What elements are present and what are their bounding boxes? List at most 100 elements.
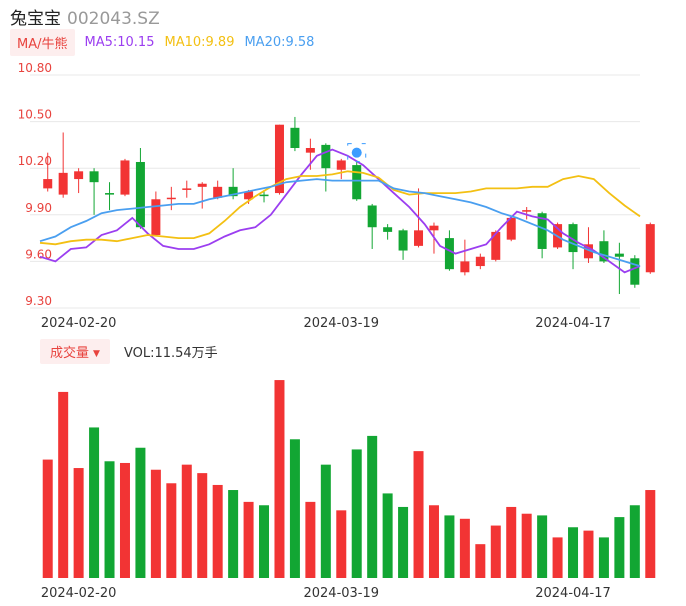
volume-date-label: 2024-04-17 xyxy=(535,586,611,601)
volume-bar xyxy=(305,501,316,578)
candle-body xyxy=(290,127,300,149)
volume-bar xyxy=(243,501,254,578)
price-tick-label: 9.90 xyxy=(25,201,52,215)
volume-bar xyxy=(398,506,409,578)
candle-body xyxy=(429,225,439,231)
volume-bar xyxy=(259,505,270,578)
candle-body xyxy=(321,144,331,169)
volume-bar xyxy=(181,464,192,578)
crosshair-marker[interactable] xyxy=(347,143,367,163)
volume-bar xyxy=(58,391,69,578)
volume-date-axis: 2024-02-20 2024-03-19 2024-04-17 xyxy=(41,586,611,601)
volume-bars xyxy=(42,380,656,578)
candle-body xyxy=(274,124,284,194)
candle-body xyxy=(228,186,238,197)
volume-bar xyxy=(521,513,532,578)
candle-body xyxy=(367,205,377,228)
volume-bar xyxy=(428,505,439,578)
candle-body xyxy=(197,183,207,187)
volume-bar xyxy=(598,537,609,578)
volume-bar xyxy=(552,537,563,578)
volume-bar xyxy=(73,468,84,578)
ma10-line xyxy=(39,170,641,246)
crosshair-dot xyxy=(351,147,362,158)
candle-body xyxy=(537,213,547,249)
volume-bar xyxy=(367,435,378,578)
price-tick-label: 9.30 xyxy=(25,294,52,308)
price-date-label: 2024-03-19 xyxy=(303,316,379,331)
volume-bar xyxy=(336,510,347,578)
volume-bar xyxy=(212,484,223,578)
volume-bar xyxy=(459,518,470,578)
candle-body xyxy=(460,261,470,273)
ma5-legend-label: MA5:10.15 xyxy=(84,34,155,50)
candle-body xyxy=(599,241,609,262)
price-grid xyxy=(30,74,640,309)
ma-legend: MA/牛熊 MA5:10.15 MA10:9.89 MA20:9.58 xyxy=(10,28,315,56)
volume-bar xyxy=(166,483,177,578)
candle-body xyxy=(336,160,346,170)
volume-bar xyxy=(614,517,625,578)
volume-bar xyxy=(537,515,548,578)
volume-bar xyxy=(197,473,208,578)
price-date-label: 2024-02-20 xyxy=(41,316,117,331)
candle-body xyxy=(305,148,315,153)
stock-name: 兔宝宝 xyxy=(10,9,61,29)
volume-date-label: 2024-03-19 xyxy=(303,586,379,601)
volume-indicator-dropdown[interactable]: 成交量 ▼ xyxy=(40,338,110,364)
candle-body xyxy=(105,193,115,195)
volume-indicator-label: 成交量 xyxy=(50,345,90,361)
candle-body xyxy=(506,217,516,240)
volume-bar xyxy=(89,427,100,578)
volume-bar xyxy=(382,493,393,578)
volume-bar xyxy=(568,527,579,578)
ma20-line xyxy=(39,178,641,267)
volume-bar xyxy=(629,505,640,578)
caret-down-icon: ▼ xyxy=(93,348,100,359)
candle-body xyxy=(444,238,454,270)
candle-body xyxy=(213,186,223,198)
moving-average-lines xyxy=(39,148,641,274)
candle-body xyxy=(398,230,408,251)
ma20-legend-label: MA20:9.58 xyxy=(244,34,315,50)
candle-body xyxy=(74,171,84,180)
candle-body xyxy=(352,165,362,200)
candle-body xyxy=(135,161,145,228)
volume-bar xyxy=(228,490,239,578)
volume-bar xyxy=(119,462,130,578)
ma-indicator-toggle[interactable]: MA/牛熊 xyxy=(10,28,75,56)
candle-body xyxy=(414,230,424,246)
volume-bar xyxy=(490,525,501,578)
volume-bar xyxy=(150,469,161,578)
candle-body xyxy=(43,179,53,189)
candle-body xyxy=(614,253,624,257)
candle-body xyxy=(522,210,532,212)
volume-date-label: 2024-02-20 xyxy=(41,586,117,601)
volume-bar xyxy=(583,530,594,578)
volume-bar xyxy=(413,451,424,578)
candle-body xyxy=(491,231,501,260)
volume-bar xyxy=(135,447,146,578)
candle-body xyxy=(383,227,393,232)
title-row: 兔宝宝 002043.SZ xyxy=(10,4,160,29)
volume-legend: 成交量 ▼ VOL:11.54万手 xyxy=(40,338,218,364)
volume-bar xyxy=(104,461,115,578)
stock-code: 002043.SZ xyxy=(67,9,160,29)
candle-body xyxy=(259,194,269,197)
price-tick-label: 10.20 xyxy=(18,154,52,168)
volume-bar xyxy=(42,459,53,578)
ma10-legend-label: MA10:9.89 xyxy=(164,34,235,50)
candle-body xyxy=(475,256,485,267)
candle-body xyxy=(120,160,130,195)
volume-bar xyxy=(274,380,285,578)
volume-value: VOL:11.54万手 xyxy=(123,345,218,361)
candle-body xyxy=(182,188,192,190)
volume-bar xyxy=(320,464,331,578)
candle-body xyxy=(630,258,640,285)
price-date-label: 2024-04-17 xyxy=(535,316,611,331)
candle-body xyxy=(244,191,254,200)
candle-body xyxy=(58,172,68,195)
volume-bar xyxy=(506,506,517,578)
volume-bar xyxy=(289,439,300,578)
